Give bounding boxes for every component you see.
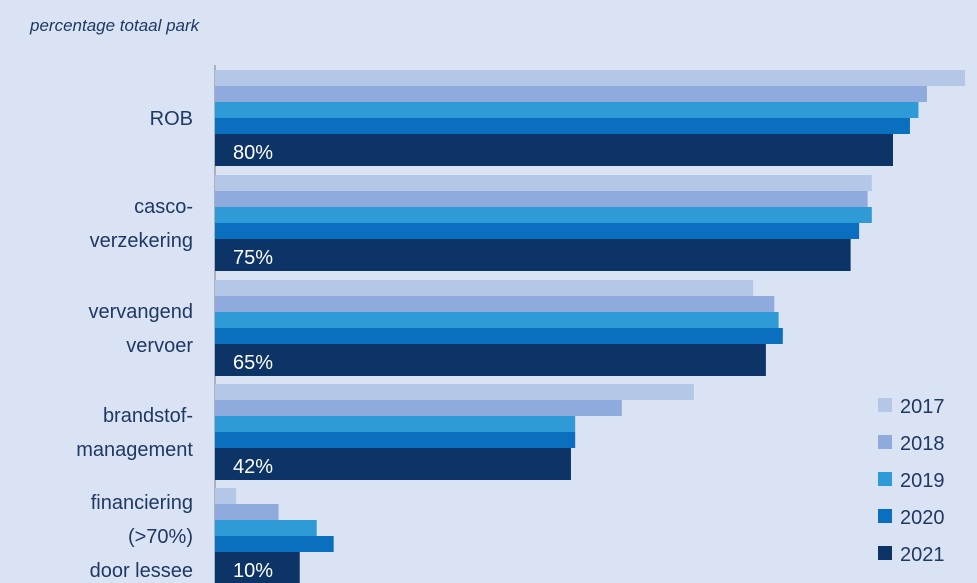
bar-2020-3 [215,432,576,448]
legend-label-2017: 2017 [900,396,945,418]
bar-2017-4 [215,488,237,504]
bar-2019-4 [215,520,317,536]
bar-2017-2 [215,280,754,296]
bar-2021-1 [215,239,851,271]
bar-2020-1 [215,223,860,239]
data-label-3: 42% [233,456,273,478]
legend-label-2018: 2018 [900,433,945,455]
bar-2019-3 [215,416,576,432]
category-label-2-1: vervoer [126,335,193,357]
legend-swatch-2019 [878,472,892,486]
bar-2020-0 [215,118,910,134]
bar-2018-2 [215,296,775,312]
data-labels: 80% 75% 65% 42% 10% [233,142,273,582]
category-label-4-0: financiering [91,492,193,514]
bar-2018-0 [215,86,927,102]
category-label-1-0: casco- [134,196,193,218]
legend-label-2019: 2019 [900,470,945,492]
bar-2020-2 [215,328,783,344]
category-label-3-1: management [76,439,193,461]
bar-2021-4 [215,552,300,583]
bar-2018-3 [215,400,622,416]
bar-2019-0 [215,102,919,118]
bars-group [215,70,966,583]
bar-2020-4 [215,536,334,552]
category-labels: ROB casco-verzekering vervangend vervoer bra… [76,108,193,582]
category-label-4-2: door lessee [90,560,193,582]
legend-swatch-2018 [878,435,892,449]
bar-2017-1 [215,175,872,191]
category-label-2-0: vervangend [88,301,193,323]
chart-title: percentage totaal park [30,16,200,35]
legend: 2017 2018 2019 2020 2021 [878,396,945,566]
bar-2017-3 [215,384,694,400]
legend-label-2021: 2021 [900,544,945,566]
data-label-1: 75% [233,247,273,269]
category-label-1-1: verzekering [90,230,193,252]
bar-2019-1 [215,207,872,223]
bar-2021-3 [215,448,571,480]
legend-label-2020: 2020 [900,507,945,529]
category-label-0-0: ROB [150,108,193,130]
data-label-0: 80% [233,142,273,164]
bar-2021-2 [215,344,766,376]
legend-swatch-2021 [878,546,892,560]
legend-swatch-2020 [878,509,892,523]
category-label-4-1: (>70%) [128,526,193,548]
bar-2019-2 [215,312,779,328]
category-label-3-0: brandstof- [103,405,193,427]
data-label-2: 65% [233,352,273,374]
bar-2018-1 [215,191,868,207]
bar-2021-0 [215,134,893,166]
data-label-4: 10% [233,560,273,582]
legend-swatch-2017 [878,398,892,412]
bar-2017-0 [215,70,966,86]
bar-2018-4 [215,504,279,520]
